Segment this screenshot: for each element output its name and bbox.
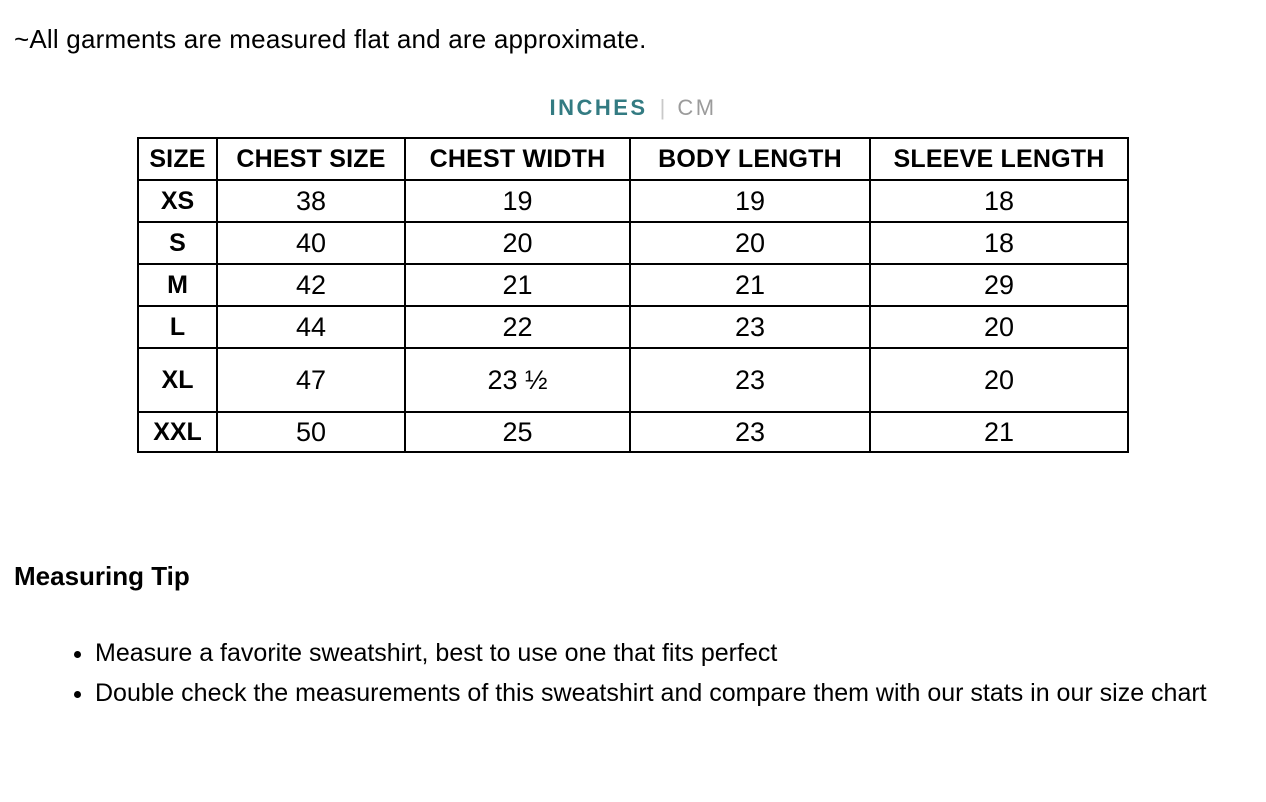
sleeve-length-value: 29 — [869, 263, 1129, 307]
measuring-tip-list: Measure a favorite sweatshirt, best to u… — [0, 634, 1228, 713]
chest-width-value: 21 — [404, 263, 631, 307]
unit-toggle: INCHES | CM — [0, 95, 1266, 121]
col-header-size: SIZE — [137, 137, 218, 181]
col-header-sleeve-length: SLEEVE LENGTH — [869, 137, 1129, 181]
size-label: XL — [137, 347, 218, 413]
col-header-chest-width: CHEST WIDTH — [404, 137, 631, 181]
table-row-xl: XL 47 23 ½ 23 20 — [137, 347, 1129, 413]
chest-width-value: 22 — [404, 305, 631, 349]
size-label: XS — [137, 179, 218, 223]
sleeve-length-value: 21 — [869, 411, 1129, 453]
chest-width-value: 19 — [404, 179, 631, 223]
chest-size-value: 42 — [216, 263, 406, 307]
unit-inches-link[interactable]: INCHES — [549, 95, 648, 120]
unit-separator: | — [659, 95, 666, 120]
chest-size-value: 44 — [216, 305, 406, 349]
size-label: XXL — [137, 411, 218, 453]
sleeve-length-value: 18 — [869, 179, 1129, 223]
size-label: M — [137, 263, 218, 307]
col-header-chest-size: CHEST SIZE — [216, 137, 406, 181]
body-length-value: 23 — [629, 347, 871, 413]
table-row-xxl: XXL 50 25 23 21 — [137, 411, 1129, 453]
table-row-m: M 42 21 21 29 — [137, 263, 1129, 307]
body-length-value: 23 — [629, 411, 871, 453]
chest-width-value: 25 — [404, 411, 631, 453]
measurement-note: ~All garments are measured flat and are … — [14, 24, 647, 54]
list-item: Measure a favorite sweatshirt, best to u… — [95, 634, 1228, 673]
size-chart-table: SIZE CHEST SIZE CHEST WIDTH BODY LENGTH … — [137, 137, 1129, 453]
table-row-xs: XS 38 19 19 18 — [137, 179, 1129, 223]
size-label: S — [137, 221, 218, 265]
chest-size-value: 40 — [216, 221, 406, 265]
sleeve-length-value: 20 — [869, 347, 1129, 413]
sleeve-length-value: 18 — [869, 221, 1129, 265]
chest-width-value: 23 ½ — [404, 347, 631, 413]
body-length-value: 20 — [629, 221, 871, 265]
sleeve-length-value: 20 — [869, 305, 1129, 349]
body-length-value: 21 — [629, 263, 871, 307]
header-row: SIZE CHEST SIZE CHEST WIDTH BODY LENGTH … — [137, 137, 1129, 181]
table-row-s: S 40 20 20 18 — [137, 221, 1129, 265]
size-label: L — [137, 305, 218, 349]
unit-cm-link[interactable]: CM — [677, 95, 717, 120]
chest-size-value: 47 — [216, 347, 406, 413]
body-length-value: 19 — [629, 179, 871, 223]
measuring-tip-heading: Measuring Tip — [14, 561, 190, 591]
chest-size-value: 50 — [216, 411, 406, 453]
table-row-l: L 44 22 23 20 — [137, 305, 1129, 349]
chest-size-value: 38 — [216, 179, 406, 223]
list-item: Double check the measurements of this sw… — [95, 674, 1228, 713]
body-length-value: 23 — [629, 305, 871, 349]
col-header-body-length: BODY LENGTH — [629, 137, 871, 181]
chest-width-value: 20 — [404, 221, 631, 265]
